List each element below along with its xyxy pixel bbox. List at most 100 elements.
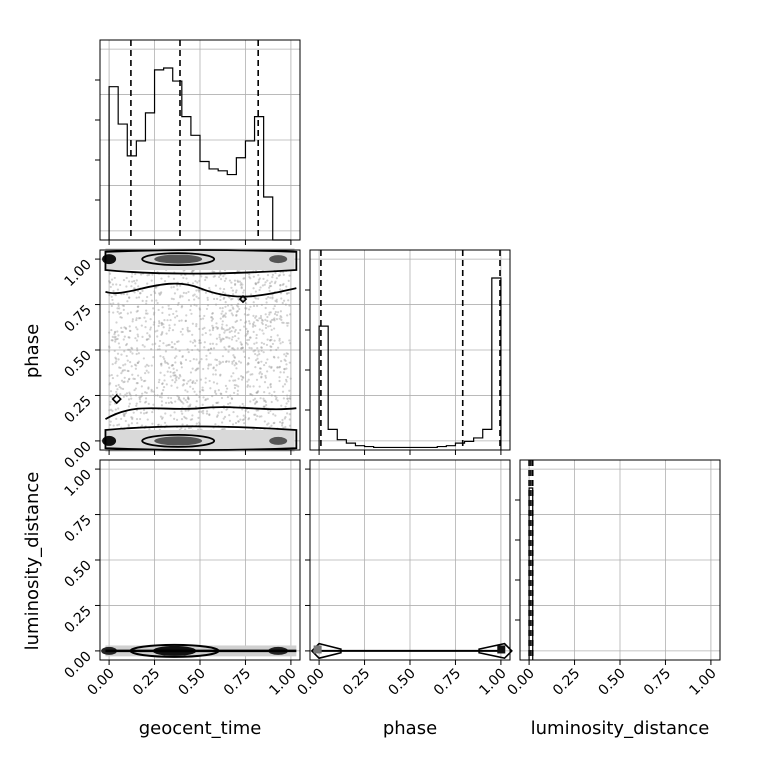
scatter-point [126,293,129,296]
scatter-point [211,270,214,273]
scatter-point [218,270,222,273]
scatter-point [219,273,222,277]
scatter-point [256,319,260,322]
scatter-point [135,382,138,385]
y-tick-label: 0.75 [61,302,94,335]
scatter-point [120,417,123,420]
scatter-point [179,294,182,297]
scatter-point [269,383,272,387]
scatter-point [280,318,283,321]
scatter-point [223,346,226,349]
scatter-point [224,348,227,351]
scatter-point [122,308,125,311]
scatter-point [193,390,196,393]
scatter-point [109,285,112,289]
scatter-point [224,312,227,315]
scatter-point [125,276,128,280]
scatter-point [132,287,136,290]
scatter-point [275,277,278,280]
scatter-point [181,423,184,426]
scatter-point [248,273,251,276]
scatter-point [136,333,139,336]
scatter-point [247,370,250,373]
scatter-point [203,314,206,318]
scatter-point [130,397,133,400]
scatter-point [131,373,134,376]
scatter-point [221,428,225,431]
scatter-point [121,387,125,391]
scatter-point [111,298,114,302]
density-core [102,435,117,446]
scatter-point [206,397,209,401]
scatter-point [284,405,287,408]
scatter-point [215,325,218,329]
scatter-point [163,319,166,322]
scatter-point [215,337,219,340]
scatter-point [132,411,135,414]
scatter-point [184,389,187,392]
scatter-point [171,364,174,367]
scatter-point [277,356,280,359]
scatter-point [221,323,224,326]
scatter-point [123,326,126,329]
scatter-point [254,297,258,300]
scatter-point [127,378,130,381]
scatter-point [165,361,169,364]
scatter-point [283,417,286,420]
scatter-point [274,414,277,417]
scatter-point [199,378,203,381]
scatter-point [135,417,139,421]
scatter-point [237,280,240,284]
scatter-point [239,418,242,421]
scatter-point [192,269,195,272]
scatter-point [260,349,263,352]
scatter-point [145,369,148,372]
scatter-point [222,337,225,341]
scatter-point [233,386,237,390]
scatter-point [285,378,288,381]
scatter-point [111,363,114,366]
scatter-point [272,369,275,372]
scatter-point [221,315,225,318]
scatter-point [195,289,198,292]
scatter-point [285,285,288,288]
scatter-point [236,270,239,273]
scatter-point [223,428,226,431]
scatter-point [284,355,288,358]
scatter-point [162,385,166,389]
scatter-point [138,417,142,421]
scatter-point [186,348,189,351]
scatter-point [140,394,143,398]
x-tick-label: 0.25 [340,666,373,699]
scatter-point [176,394,179,398]
scatter-point [282,397,285,400]
scatter-point [149,293,153,297]
scatter-point [212,297,216,301]
scatter-point [272,318,275,321]
scatter-point [134,272,137,276]
scatter-point [281,421,284,424]
scatter-point [175,369,179,372]
scatter-point [233,279,237,282]
scatter-point [279,310,282,313]
scatter-point [124,411,128,414]
scatter-point [194,280,197,283]
scatter-point [247,362,250,365]
scatter-point [209,387,212,390]
scatter-point [108,409,111,412]
scatter-point [234,379,237,382]
scatter-point [113,276,116,280]
scatter-point [232,379,235,382]
scatter-point [211,328,215,332]
scatter-point [111,409,114,412]
scatter-point [180,410,183,413]
scatter-point [275,313,279,317]
scatter-point [280,316,283,319]
scatter-point [156,335,159,338]
scatter-point [191,381,194,385]
scatter-point [275,300,278,303]
scatter-point [226,396,230,399]
scatter-point [232,410,235,414]
scatter-point [232,372,235,375]
scatter-point [180,366,183,369]
